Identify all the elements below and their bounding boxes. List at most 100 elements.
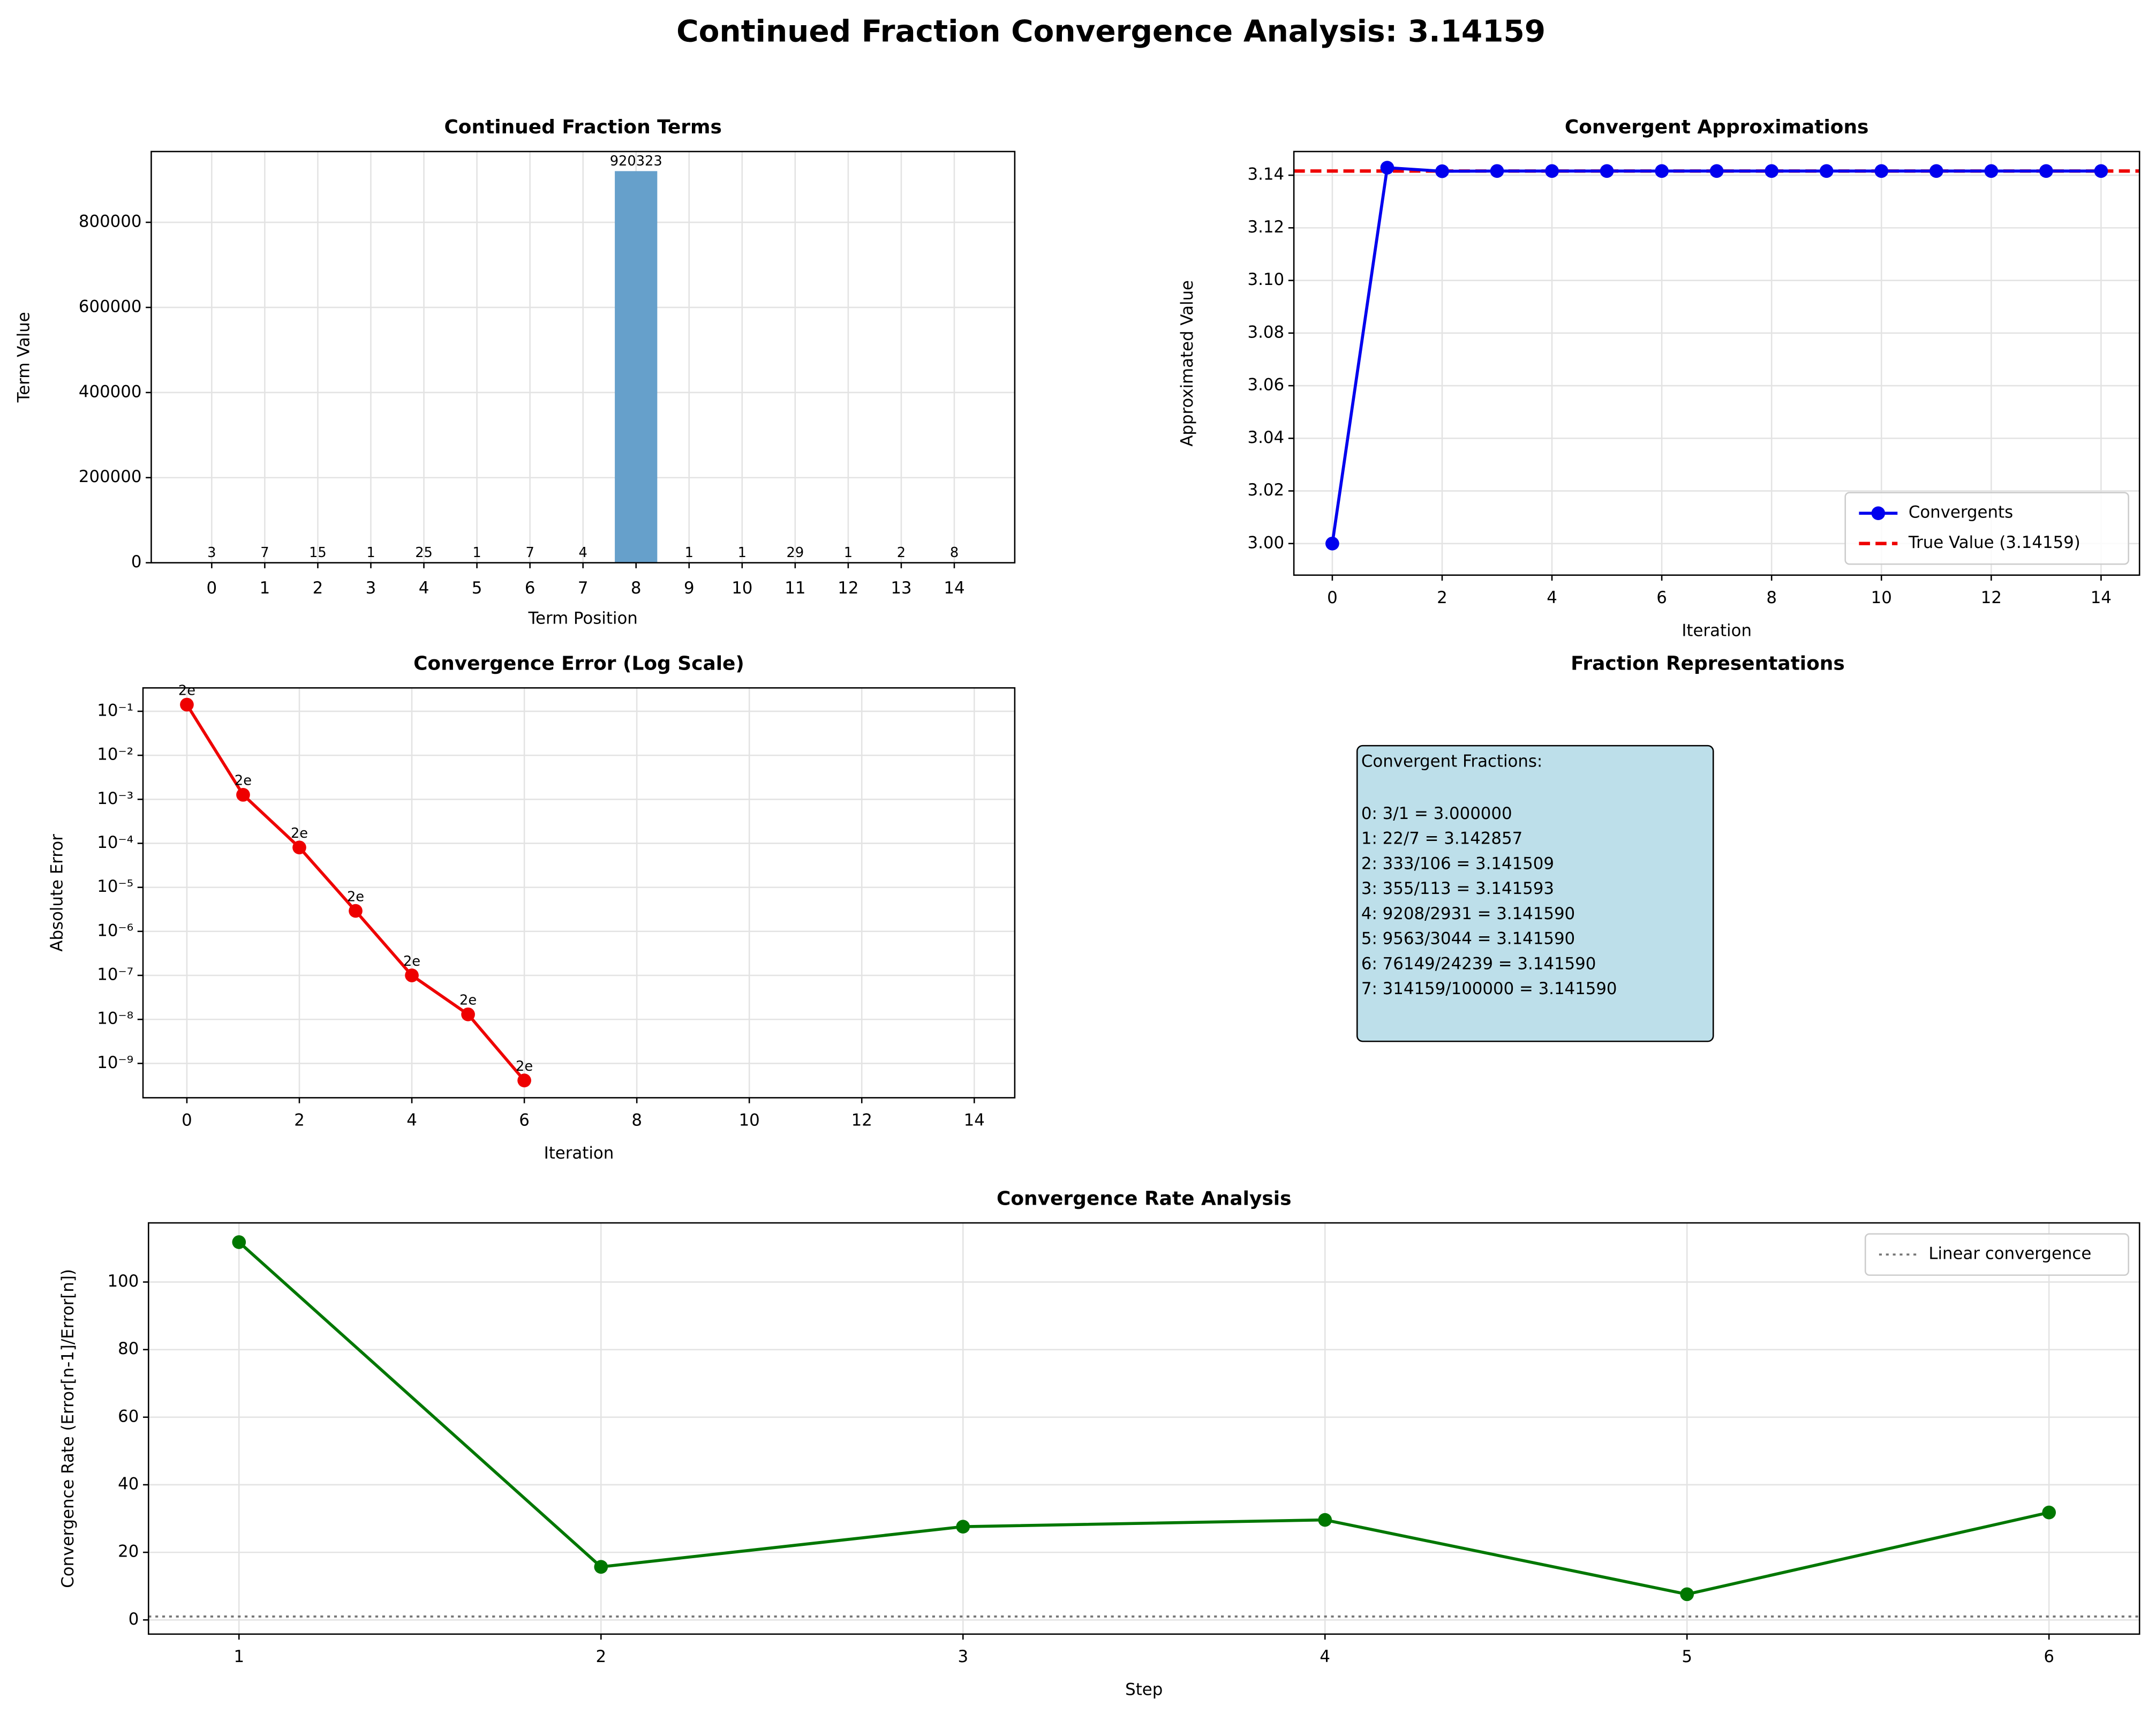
bar-value-label: 29 [787,545,804,561]
y-tick-label: 3.08 [1248,322,1285,342]
legend-swatch [1871,506,1886,521]
x-tick-label: 12 [851,1111,872,1130]
y-tick-label: 10⁻⁴ [97,833,133,852]
point [1680,1587,1694,1602]
y-tick-label: 0 [131,552,142,572]
point [2042,1505,2056,1520]
point [594,1560,608,1574]
x-tick-label: 0 [182,1111,192,1130]
point [1490,164,1504,178]
point [349,904,363,918]
text-box-line: 1: 22/7 = 3.142857 [1361,829,1522,848]
point [2094,164,2108,178]
point [1929,164,1943,178]
series-line [238,1241,2049,1596]
legend-label: Linear convergence [1928,1244,2091,1264]
y-tick-label: 3.02 [1248,480,1285,500]
point [1984,164,1999,178]
point [236,788,250,802]
point-annotation: 2e [459,993,477,1009]
x-tick-label: 1 [260,578,270,598]
x-tick-label: 1 [233,1647,244,1666]
point [1819,164,1834,178]
x-tick-label: 8 [631,1111,642,1130]
x-axis-label: Iteration [544,1144,614,1163]
axes-frame [142,687,1016,1099]
x-tick-label: 8 [1766,588,1777,607]
x-axis-label: Step [1125,1680,1163,1700]
point-annotation: 2e [235,773,252,789]
point [517,1073,531,1087]
x-tick-label: 3 [366,578,376,598]
x-tick-label: 6 [2044,1647,2054,1666]
x-axis-label: Term Position [527,608,637,628]
y-tick-label: 10⁻⁷ [97,965,133,984]
x-tick-label: 4 [406,1111,417,1130]
legend-label: Convergents [1909,503,2013,522]
legend-box [1864,1233,2129,1276]
point [1765,164,1779,178]
y-tick-label: 200000 [79,467,142,486]
y-tick-label: 10⁻³ [97,789,133,808]
point [1380,161,1394,175]
y-tick-label: 400000 [79,382,142,401]
y-axis-label: Approximated Value [1178,280,1197,447]
point-annotation: 2e [403,953,420,970]
y-tick-label: 10⁻⁹ [97,1053,133,1072]
y-tick-label: 3.00 [1248,533,1285,552]
x-tick-label: 2 [1437,588,1448,607]
text-box-line: 4: 9208/2931 = 3.141590 [1361,904,1575,923]
point [2039,164,2053,178]
bar [615,171,658,563]
x-tick-label: 2 [294,1111,305,1130]
point [1600,164,1614,178]
y-tick-label: 3.04 [1248,428,1285,447]
bar-value-label: 1 [366,545,375,561]
x-tick-label: 12 [838,578,858,598]
point [180,697,194,712]
bar-value-label: 3 [207,545,216,561]
point-annotation: 2e [178,682,195,698]
x-tick-label: 5 [1682,1647,1692,1666]
legend-label: True Value (3.14159) [1908,533,2080,552]
x-tick-label: 3 [958,1647,968,1666]
x-tick-label: 10 [732,578,752,598]
x-tick-label: 9 [684,578,695,598]
y-tick-label: 40 [118,1474,139,1493]
y-axis-label: Term Value [14,312,34,403]
x-tick-label: 2 [595,1647,606,1666]
axes-title: Convergent Approximations [1565,116,1869,138]
x-tick-label: 11 [785,578,805,598]
y-tick-label: 10⁻⁵ [97,877,133,896]
point [232,1235,246,1249]
x-tick-label: 14 [2091,588,2112,607]
x-tick-label: 12 [1981,588,2002,607]
x-tick-label: 10 [1871,588,1892,607]
figure-title: Continued Fraction Convergence Analysis:… [676,14,1546,49]
text-box-line: 3: 355/113 = 3.141593 [1361,879,1554,898]
point-annotation: 2e [516,1058,533,1074]
bar-value-label: 1 [738,545,747,561]
x-tick-label: 6 [525,578,536,598]
x-tick-label: 6 [519,1111,530,1130]
axes-frame [1293,151,2140,576]
bar-value-label: 25 [415,545,433,561]
text-box-line: 5: 9563/3044 = 3.141590 [1361,929,1575,949]
x-tick-label: 4 [419,578,429,598]
text-box-line: 6: 76149/24239 = 3.141590 [1361,954,1596,973]
x-tick-label: 2 [313,578,323,598]
x-tick-label: 10 [739,1111,760,1130]
point [1655,164,1669,178]
y-tick-label: 3.10 [1248,270,1285,289]
axes-title: Continued Fraction Terms [444,116,721,138]
point-annotation: 2e [291,825,308,841]
y-tick-label: 10⁻² [97,745,133,764]
axes-title: Convergence Error (Log Scale) [413,653,744,675]
y-tick-label: 800000 [79,212,142,231]
x-tick-label: 4 [1320,1647,1330,1666]
bar-value-label: 1 [685,545,693,561]
bar-value-label: 1 [844,545,853,561]
text-box-line: 2: 333/106 = 3.141509 [1361,854,1554,873]
